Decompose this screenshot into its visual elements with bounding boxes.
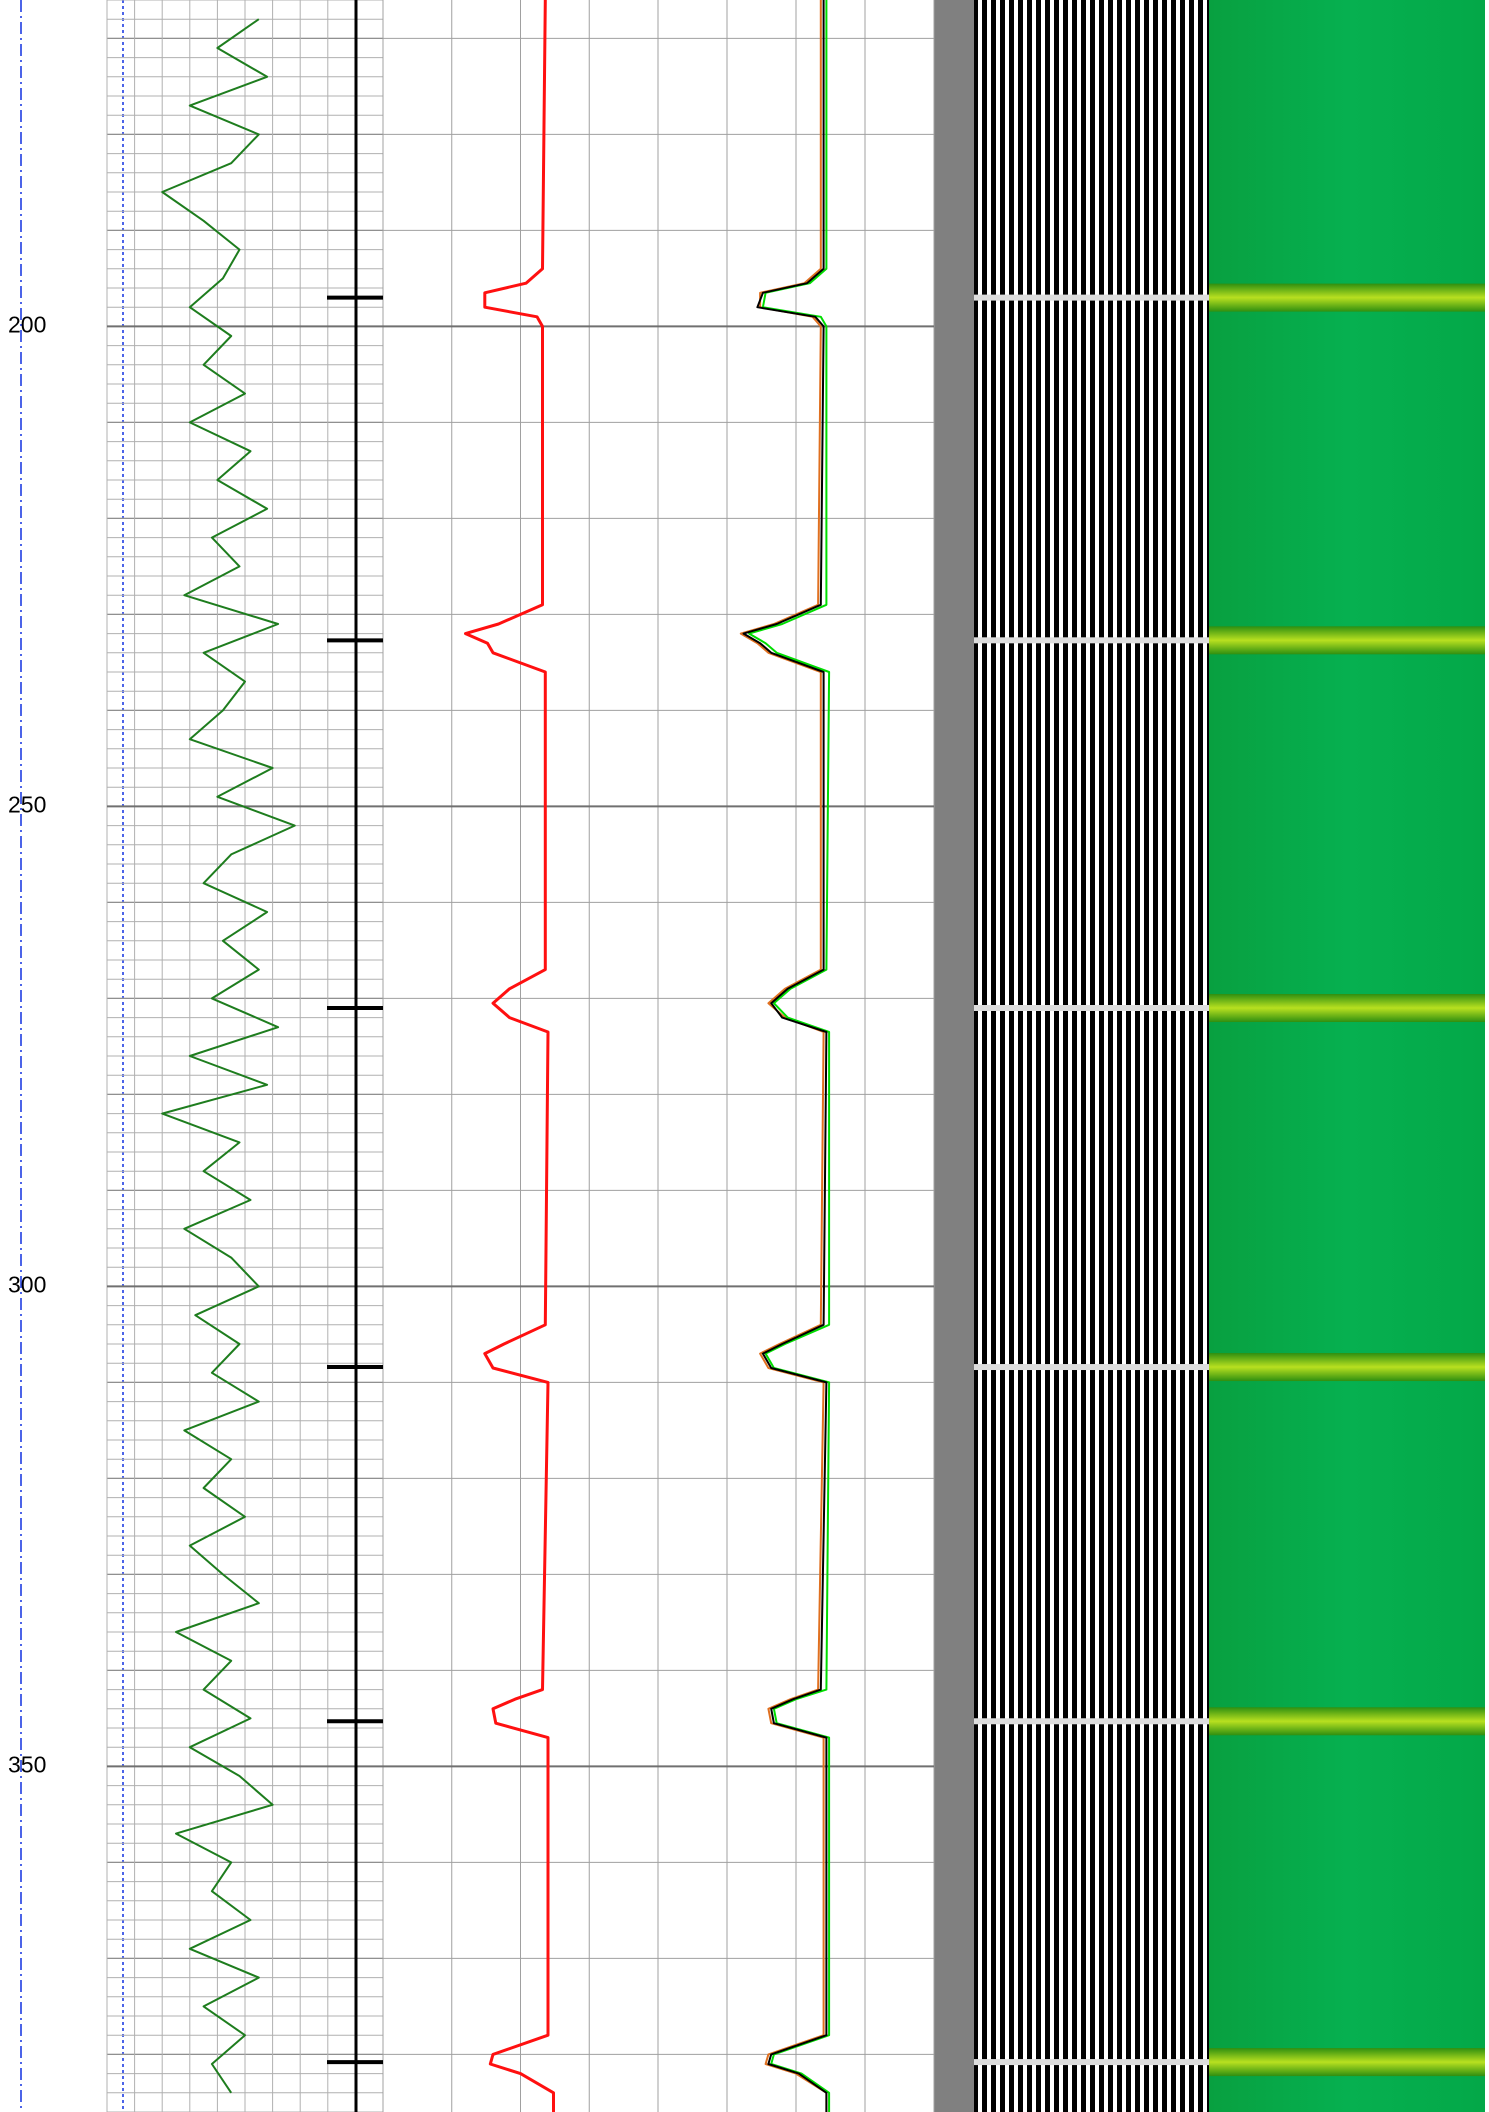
gap-band (934, 0, 974, 2112)
event-band (1209, 283, 1485, 312)
event-band (1209, 1707, 1485, 1736)
wiggle-break (974, 294, 1209, 301)
wiggle-break (974, 1718, 1209, 1725)
event-band (1209, 2048, 1485, 2077)
log-curve (464, 0, 555, 2112)
log-curve (161, 18, 296, 2094)
event-band (1209, 994, 1485, 1022)
wiggle-break (974, 1005, 1209, 1011)
depth-label: 350 (8, 1751, 46, 1777)
wiggle-track (974, 0, 1209, 2112)
wiggle-break (974, 1364, 1209, 1371)
grid (106, 0, 935, 2112)
depth-label: 300 (8, 1271, 46, 1297)
event-band (1209, 626, 1485, 655)
log-curve (748, 0, 831, 2112)
log-curve (742, 0, 828, 2112)
marks: 200 250 300 350 (8, 0, 1485, 2112)
image-track (1209, 0, 1485, 2112)
depth-label: 250 (8, 791, 46, 817)
wiggle-break (974, 637, 1209, 644)
depth-label: 200 (8, 311, 46, 337)
wiggle-break (974, 2059, 1209, 2066)
event-band (1209, 1353, 1485, 1382)
